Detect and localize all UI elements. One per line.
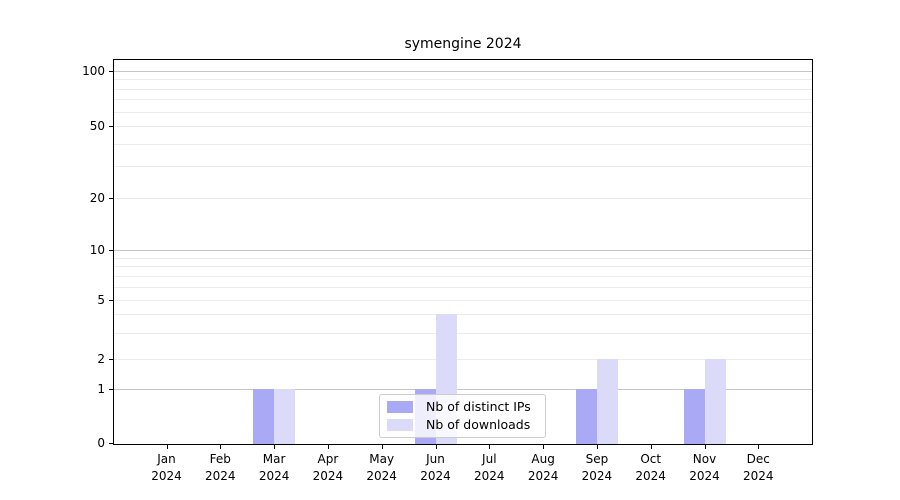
minor-gridline <box>114 332 812 334</box>
y-tick-mark <box>109 198 113 199</box>
x-tick-label-jan: Jan 2024 <box>151 452 182 483</box>
legend-swatch-distinct-ips <box>387 401 413 413</box>
x-tick-label-may: May 2024 <box>366 452 397 483</box>
y-tick-mark <box>109 71 113 72</box>
minor-gridline <box>114 143 812 145</box>
minor-gridline <box>114 257 812 259</box>
x-tick-mark <box>758 445 760 449</box>
x-tick-label-oct: Oct 2024 <box>635 452 666 483</box>
legend-label-downloads: Nb of downloads <box>426 417 531 432</box>
y-tick-label: 5 <box>97 293 105 307</box>
x-tick-mark <box>435 445 437 449</box>
y-tick-label: 0 <box>97 436 105 450</box>
x-tick-mark <box>274 445 276 449</box>
x-tick-label-nov: Nov 2024 <box>689 452 720 483</box>
legend-label-distinct-ips: Nb of distinct IPs <box>426 399 531 414</box>
major-gridline <box>114 389 812 390</box>
y-tick-mark <box>109 300 113 301</box>
minor-gridline <box>114 111 812 113</box>
x-tick-label-dec: Dec 2024 <box>743 452 774 483</box>
x-tick-mark <box>704 445 706 449</box>
x-tick-mark <box>650 445 652 449</box>
minor-gridline <box>114 275 812 277</box>
minor-gridline <box>114 79 812 81</box>
x-tick-mark <box>220 445 222 449</box>
y-tick-label: 20 <box>89 191 105 205</box>
x-tick-label-feb: Feb 2024 <box>205 452 236 483</box>
minor-gridline <box>114 88 812 90</box>
y-tick-label: 1 <box>97 382 105 396</box>
x-tick-label-jun: Jun 2024 <box>420 452 451 483</box>
plot-area <box>113 59 813 445</box>
major-gridline <box>114 250 812 251</box>
minor-gridline <box>114 286 812 288</box>
bar-distinct-ips-nov <box>683 389 705 444</box>
bar-downloads-mar <box>274 389 296 444</box>
chart-title: symengine 2024 <box>404 36 522 52</box>
minor-gridline <box>114 359 812 360</box>
y-tick-mark <box>109 126 113 127</box>
y-tick-label: 100 <box>82 64 105 78</box>
bar-downloads-sep <box>596 359 618 444</box>
y-tick-label: 2 <box>97 352 105 366</box>
legend-item-distinct-ips: Nb of distinct IPs <box>387 400 531 414</box>
minor-gridline <box>114 126 812 127</box>
x-tick-mark <box>489 445 491 449</box>
x-tick-label-jul: Jul 2024 <box>474 452 505 483</box>
y-tick-mark <box>109 359 113 360</box>
minor-gridline <box>114 166 812 168</box>
y-tick-mark <box>109 389 113 390</box>
x-tick-label-sep: Sep 2024 <box>581 452 613 483</box>
legend: Nb of distinct IPs Nb of downloads <box>379 394 546 438</box>
y-tick-label: 50 <box>89 119 105 133</box>
minor-gridline <box>114 198 812 199</box>
x-tick-label-mar: Mar 2024 <box>258 452 290 483</box>
y-tick-label: 10 <box>89 243 105 257</box>
minor-gridline <box>114 314 812 316</box>
x-tick-mark <box>543 445 545 449</box>
x-tick-label-apr: Apr 2024 <box>312 452 344 483</box>
y-tick-mark <box>109 250 113 251</box>
x-tick-mark <box>381 445 383 449</box>
bar-downloads-nov <box>704 359 726 444</box>
bar-distinct-ips-mar <box>253 389 275 444</box>
major-gridline <box>114 71 812 72</box>
minor-gridline <box>114 266 812 268</box>
legend-item-downloads: Nb of downloads <box>387 418 531 432</box>
x-tick-label-aug: Aug 2024 <box>527 452 559 483</box>
x-tick-mark <box>596 445 598 449</box>
minor-gridline <box>114 99 812 101</box>
y-tick-mark <box>109 443 113 444</box>
minor-gridline <box>114 300 812 301</box>
legend-swatch-downloads <box>387 419 413 431</box>
x-tick-mark <box>327 445 329 449</box>
bar-distinct-ips-sep <box>575 389 597 444</box>
x-tick-mark <box>166 445 168 449</box>
